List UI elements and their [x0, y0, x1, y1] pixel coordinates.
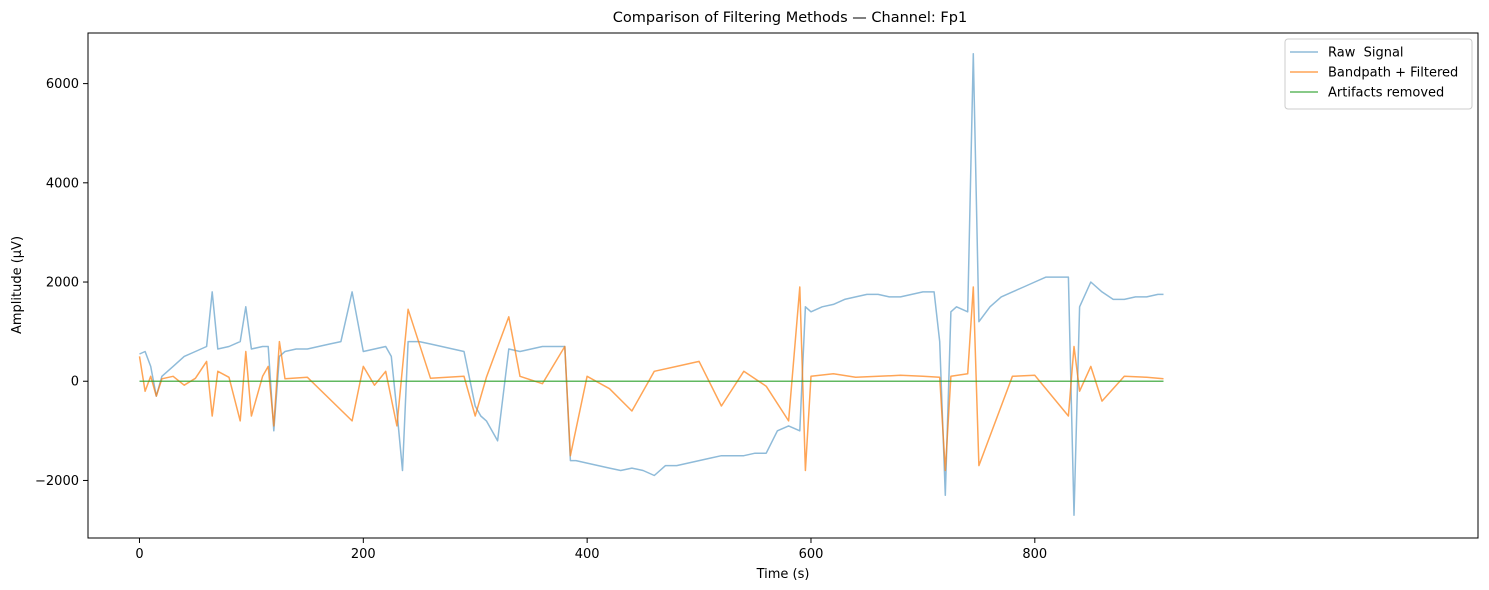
- x-tick-label: 400: [575, 547, 600, 562]
- x-axis: 0 200 400 600 800: [135, 538, 1047, 562]
- series-line-1: [138, 286, 1164, 472]
- x-axis-label: Time (s): [756, 567, 810, 582]
- legend-label-1: Bandpath + Filtered: [1328, 66, 1458, 81]
- legend-box: [1284, 38, 1473, 110]
- x-tick-label: 600: [799, 547, 824, 562]
- legend: Raw Signal Bandpath + Filtered Artifacts r…: [1284, 38, 1473, 110]
- y-tick-label: 2000: [46, 276, 79, 291]
- y-tick-label: 0: [71, 375, 79, 390]
- series-line-0: [139, 53, 1164, 516]
- y-axis: −2000 0 2000 4000 6000: [35, 77, 88, 489]
- y-tick-label: −2000: [35, 474, 79, 489]
- x-tick-label: 0: [135, 547, 143, 562]
- legend-label-2: Artifacts removed: [1328, 86, 1444, 101]
- y-axis-label: Amplitude (µV): [10, 236, 25, 334]
- y-tick-label: 4000: [46, 176, 79, 191]
- x-tick-label: 800: [1022, 547, 1047, 562]
- x-tick-label: 200: [351, 547, 376, 562]
- legend-label-0: Raw Signal: [1328, 46, 1404, 61]
- series-layer: [138, 53, 1164, 516]
- axes-frame: [87, 32, 1479, 539]
- y-tick-label: 6000: [46, 77, 79, 92]
- chart-title: Comparison of Filtering Methods — Channe…: [613, 10, 967, 26]
- plot-area: [87, 32, 1479, 539]
